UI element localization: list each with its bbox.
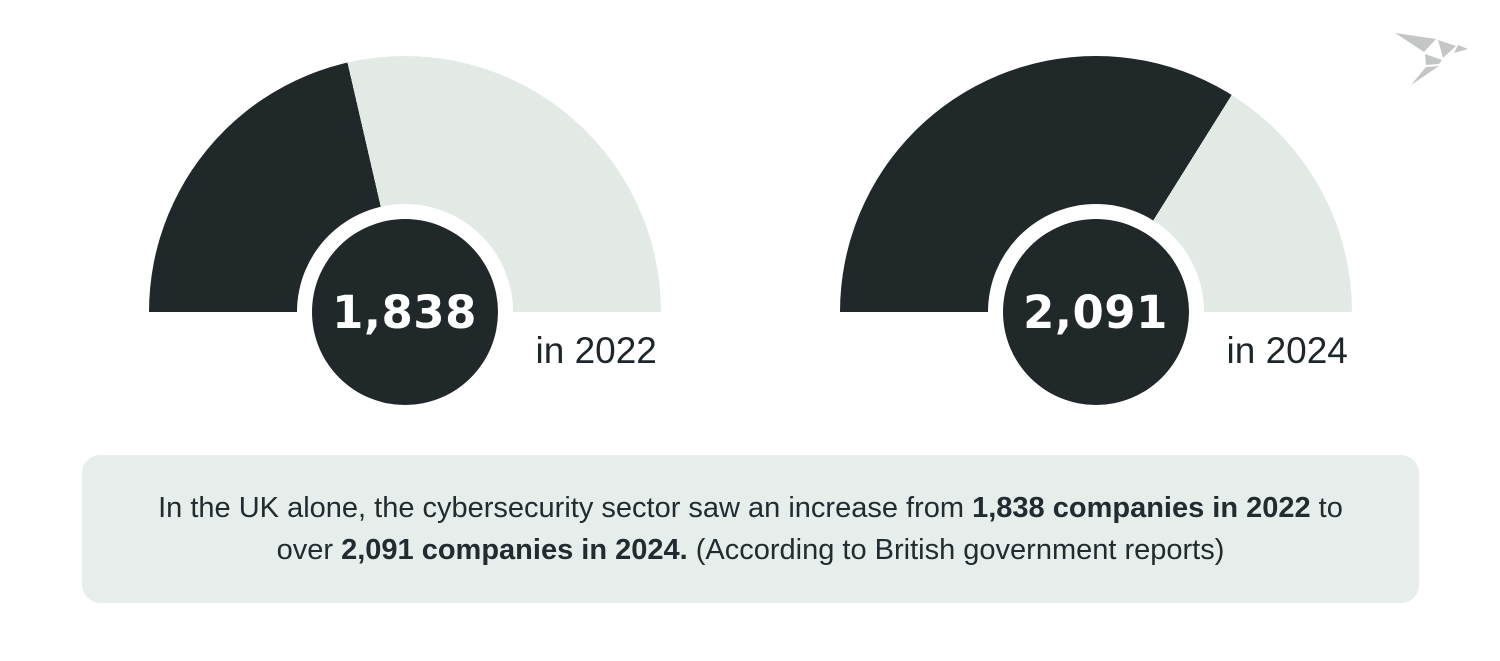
caption-segment-bold: 1,838 companies in 2022 bbox=[972, 492, 1311, 524]
gauge-2022-value: 1,838 bbox=[332, 285, 477, 339]
gauge-2024-year-label: in 2024 bbox=[1226, 330, 1348, 371]
caption-segment-bold: 2,091 companies in 2024. bbox=[341, 534, 688, 566]
origami-bird-logo-icon bbox=[1395, 33, 1468, 85]
gauge-2022: 1,838 in 2022 bbox=[148, 56, 661, 420]
gauge-2022-year-label: in 2022 bbox=[535, 330, 657, 371]
gauge-2024-hub: 2,091 bbox=[1002, 219, 1189, 405]
caption-segment: In the UK alone, the cybersecurity secto… bbox=[158, 492, 973, 524]
gauges-row: 1,838 in 2022 2,091 in 2024 bbox=[0, 56, 1500, 420]
gauge-2024-value: 2,091 bbox=[1023, 285, 1168, 339]
caption-box: In the UK alone, the cybersecurity secto… bbox=[82, 455, 1419, 603]
caption-text: In the UK alone, the cybersecurity secto… bbox=[128, 487, 1373, 571]
gauge-2024: 2,091 in 2024 bbox=[839, 56, 1352, 420]
caption-segment: to over bbox=[276, 492, 1343, 566]
gauge-2022-hub: 1,838 bbox=[311, 219, 498, 405]
caption-segment: (According to British government reports… bbox=[687, 534, 1225, 566]
